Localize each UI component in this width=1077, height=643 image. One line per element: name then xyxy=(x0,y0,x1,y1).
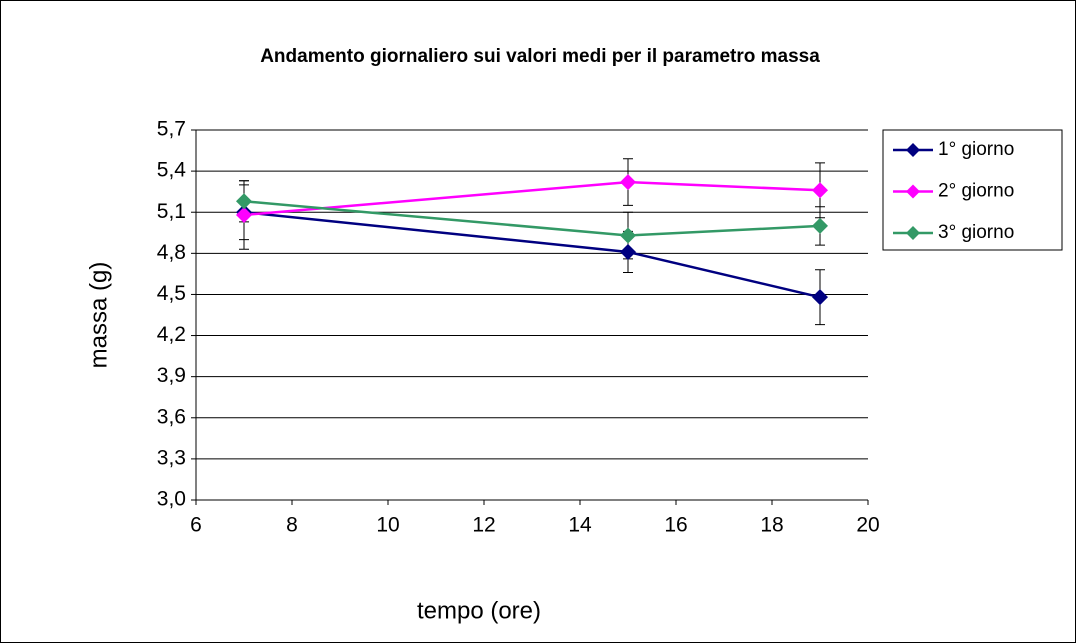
y-tick-label: 3,9 xyxy=(157,364,186,387)
marker xyxy=(236,206,252,223)
marker xyxy=(620,174,636,191)
y-tick-label: 4,8 xyxy=(157,241,186,264)
y-tick-label: 4,5 xyxy=(157,282,186,305)
marker xyxy=(620,243,636,260)
x-tick-label: 16 xyxy=(664,514,687,537)
marker xyxy=(620,227,636,244)
x-axis-label: tempo (ore) xyxy=(417,597,541,624)
x-tick-label: 8 xyxy=(286,514,298,537)
legend-marker xyxy=(906,143,920,157)
legend-marker xyxy=(906,184,920,199)
marker xyxy=(812,289,828,306)
y-axis-label: massa (g) xyxy=(85,262,112,369)
y-tick-label: 3,0 xyxy=(157,488,186,511)
x-tick-label: 6 xyxy=(190,514,202,537)
y-tick-label: 5,1 xyxy=(157,200,186,223)
y-tick-label: 4,2 xyxy=(157,323,186,346)
legend-label: 2° giorno xyxy=(938,181,1014,202)
x-tick-label: 18 xyxy=(760,514,783,537)
y-tick-label: 3,6 xyxy=(157,405,186,428)
y-tick-label: 3,3 xyxy=(157,446,186,469)
chart-title: Andamento giornaliero sui valori medi pe… xyxy=(260,46,820,67)
x-tick-label: 20 xyxy=(856,514,879,537)
legend-label: 3° giorno xyxy=(938,222,1014,243)
marker xyxy=(812,182,828,199)
marker xyxy=(236,193,252,210)
legend-label: 1° giorno xyxy=(938,139,1014,160)
y-tick-label: 5,7 xyxy=(157,118,186,141)
x-tick-label: 12 xyxy=(472,514,495,537)
x-tick-label: 14 xyxy=(568,514,592,537)
y-tick-label: 5,4 xyxy=(157,159,187,182)
marker xyxy=(812,217,828,234)
x-tick-label: 10 xyxy=(376,514,399,537)
legend-marker xyxy=(906,226,920,240)
